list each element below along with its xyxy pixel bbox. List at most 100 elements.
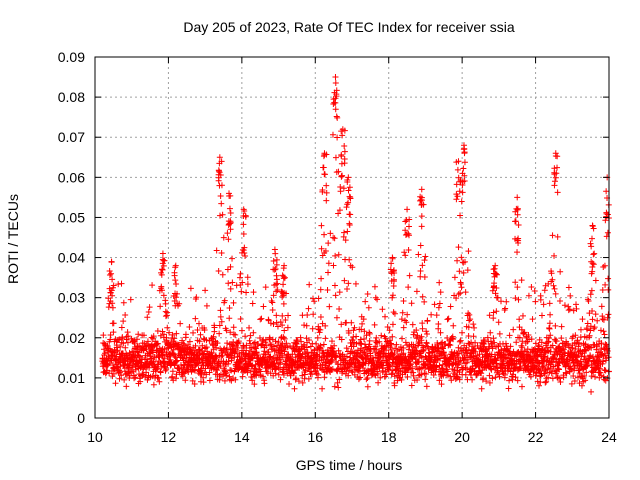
data-point	[169, 331, 176, 338]
data-point	[446, 341, 453, 348]
data-point	[331, 383, 338, 390]
data-point	[109, 292, 116, 299]
data-point	[174, 290, 181, 297]
data-point	[356, 368, 363, 375]
data-point	[538, 339, 545, 346]
data-point	[456, 338, 463, 345]
data-point	[416, 349, 423, 356]
data-point	[398, 316, 405, 323]
data-point	[164, 309, 171, 316]
data-point	[365, 304, 372, 311]
data-point	[215, 177, 222, 184]
data-point	[330, 262, 337, 269]
data-point	[389, 370, 396, 377]
data-point	[330, 96, 337, 103]
data-point	[117, 343, 124, 350]
data-point	[535, 342, 542, 349]
data-point	[491, 283, 498, 290]
data-point	[332, 74, 339, 81]
data-point	[127, 296, 134, 303]
data-point	[110, 329, 117, 336]
data-point	[364, 374, 371, 381]
data-point	[493, 271, 500, 278]
data-point	[277, 376, 284, 383]
data-point	[400, 350, 407, 357]
data-point	[554, 153, 561, 160]
data-point	[568, 380, 575, 387]
data-point	[201, 327, 208, 334]
data-point	[343, 368, 350, 375]
data-point	[512, 295, 519, 302]
data-point	[480, 375, 487, 382]
data-point	[536, 343, 543, 350]
data-point	[292, 375, 299, 382]
data-point	[185, 341, 192, 348]
data-point	[358, 326, 365, 333]
data-point	[291, 385, 298, 392]
data-point	[454, 193, 461, 200]
data-point	[492, 270, 499, 277]
data-point	[605, 311, 612, 318]
data-point	[186, 324, 193, 331]
data-point	[106, 271, 113, 278]
data-point	[455, 244, 462, 251]
data-point	[237, 315, 244, 322]
data-point	[196, 338, 203, 345]
data-point	[371, 321, 378, 328]
data-point	[219, 211, 226, 218]
data-point	[403, 319, 410, 326]
data-point	[413, 288, 420, 295]
data-point	[583, 369, 590, 376]
x-tick-label: 10	[87, 429, 103, 445]
data-point	[598, 372, 605, 379]
data-point	[514, 194, 521, 201]
data-point	[436, 377, 443, 384]
data-point	[218, 200, 225, 207]
data-point	[386, 327, 393, 334]
data-point	[227, 220, 234, 227]
data-point	[343, 319, 350, 326]
data-point	[325, 260, 332, 267]
data-point	[224, 266, 231, 273]
data-point	[406, 272, 413, 279]
data-point	[217, 171, 224, 178]
data-point	[227, 209, 234, 216]
data-point	[116, 375, 123, 382]
data-point	[223, 327, 230, 334]
data-point	[361, 336, 368, 343]
data-point	[217, 192, 224, 199]
data-point	[142, 373, 149, 380]
data-point	[490, 315, 497, 322]
data-point	[487, 329, 494, 336]
data-point	[172, 262, 179, 269]
data-point	[318, 245, 325, 252]
data-point	[226, 305, 233, 312]
data-point	[492, 290, 499, 297]
data-point	[273, 288, 280, 295]
data-point	[352, 280, 359, 287]
data-point	[467, 316, 474, 323]
data-point	[216, 212, 223, 219]
data-point	[313, 340, 320, 347]
data-point	[551, 252, 558, 259]
data-point	[417, 268, 424, 275]
data-point	[378, 332, 385, 339]
data-point	[459, 182, 466, 189]
data-point	[215, 168, 222, 175]
data-point	[406, 223, 413, 230]
data-point	[518, 277, 525, 284]
data-point	[273, 319, 280, 326]
data-point	[226, 190, 233, 197]
data-point	[363, 332, 370, 339]
y-tick-label: 0.03	[58, 290, 85, 306]
data-point	[581, 373, 588, 380]
data-point	[242, 253, 249, 260]
x-axis-label: GPS time / hours	[296, 457, 403, 473]
data-point	[532, 298, 539, 305]
data-point	[393, 341, 400, 348]
data-point	[554, 374, 561, 381]
data-point	[269, 307, 276, 314]
data-point	[227, 192, 234, 199]
data-point	[257, 316, 264, 323]
data-point	[251, 365, 258, 372]
